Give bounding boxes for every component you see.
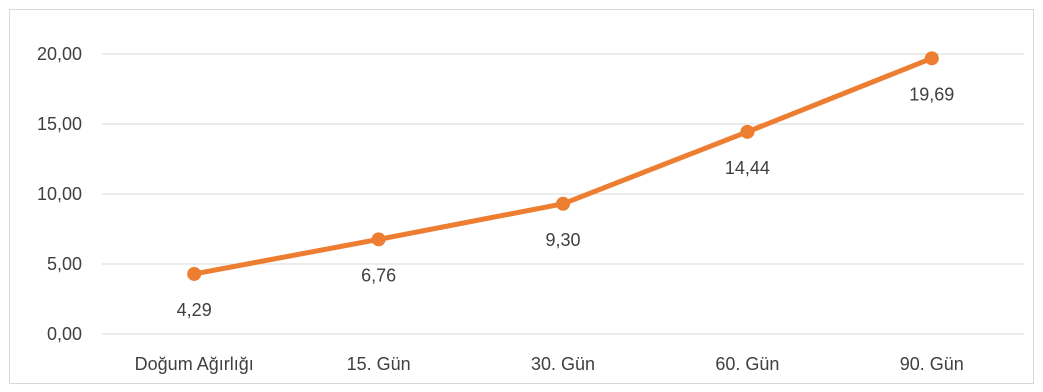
data-labels: 4,29 6,76 9,30 14,44 19,69 <box>177 84 955 320</box>
data-label: 14,44 <box>725 158 770 178</box>
gridlines <box>102 53 1024 335</box>
data-label: 9,30 <box>545 230 580 250</box>
y-tick-label: 10,00 <box>37 184 82 204</box>
y-tick-label: 5,00 <box>47 254 82 274</box>
x-category-label: Doğum Ağırlığı <box>135 354 254 374</box>
data-point-marker <box>924 51 939 66</box>
data-label: 6,76 <box>361 265 396 285</box>
x-category-label: 30. Gün <box>531 354 595 374</box>
x-axis-category-labels: Doğum Ağırlığı 15. Gün 30. Gün 60. Gün 90. G… <box>135 354 964 374</box>
x-category-label: 60. Gün <box>715 354 779 374</box>
data-point-marker <box>371 232 386 247</box>
y-axis-tick-labels: 0,00 5,00 10,00 15,00 20,00 <box>37 44 82 344</box>
data-point-marker <box>187 266 202 281</box>
data-point-marker <box>740 124 755 139</box>
x-category-label: 15. Gün <box>347 354 411 374</box>
x-category-label: 90. Gün <box>900 354 964 374</box>
y-tick-label: 15,00 <box>37 114 82 134</box>
data-point-marker <box>556 196 570 211</box>
series-layer <box>187 51 939 281</box>
y-tick-label: 20,00 <box>37 44 82 64</box>
data-label: 19,69 <box>909 84 954 104</box>
chart-frame <box>9 9 1034 384</box>
data-label: 4,29 <box>177 300 212 320</box>
y-tick-label: 0,00 <box>47 324 82 344</box>
